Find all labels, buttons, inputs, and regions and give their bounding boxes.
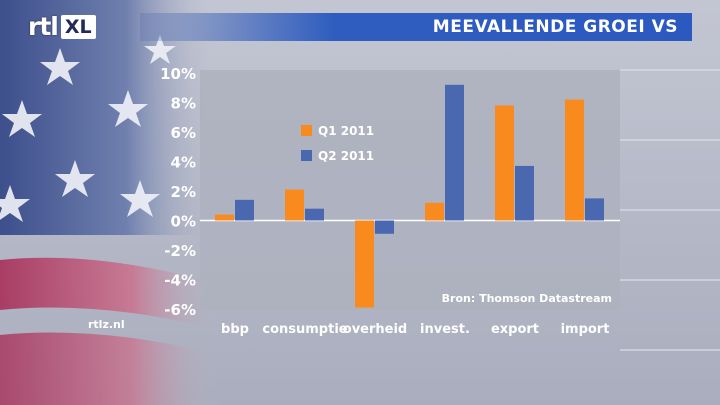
website-label: rtlz.nl: [88, 318, 125, 331]
bar-import-q1: [565, 99, 584, 221]
title-bar: MEEVALLENDE GROEI VS: [140, 13, 692, 41]
y-tick-label: 0%: [171, 213, 196, 231]
x-tick-label: bbp: [221, 322, 249, 337]
legend-label-q1: Q1 2011: [318, 124, 374, 138]
bar-consumptie-q2: [305, 208, 324, 221]
y-tick-label: -2%: [164, 242, 196, 260]
logo-rtl-text: rtl: [28, 12, 59, 41]
y-tick-label: 8%: [171, 95, 196, 113]
page-title: MEEVALLENDE GROEI VS: [432, 17, 678, 37]
x-tick-label: export: [491, 322, 539, 337]
legend: Q1 2011 Q2 2011: [301, 124, 374, 163]
legend-label-q2: Q2 2011: [318, 149, 374, 163]
x-tick-label: overheid: [343, 322, 407, 337]
x-tick-label: invest.: [420, 322, 470, 337]
y-tick-label: 4%: [171, 154, 196, 172]
x-tick-label: import: [561, 322, 610, 337]
y-tick-label: -4%: [164, 272, 196, 290]
bar-invest-q2: [445, 84, 464, 221]
y-tick-label: 10%: [160, 65, 196, 83]
bar-bbp-q2: [235, 199, 254, 221]
legend-swatch-q1: [301, 125, 312, 136]
rtlz-logo: rtl XL: [28, 13, 96, 41]
y-tick-label: 6%: [171, 124, 196, 142]
logo-xl-text: XL: [60, 15, 96, 39]
bar-import-q2: [585, 198, 604, 221]
bar-export-q2: [515, 165, 534, 221]
bar-overheid-q1: [355, 220, 374, 308]
bar-export-q1: [495, 105, 514, 221]
bar-bbp-q1: [215, 214, 234, 221]
x-tick-label: consumptie: [262, 322, 347, 337]
y-tick-label: 2%: [171, 183, 196, 201]
plot-area: [200, 70, 620, 310]
y-tick-label: -6%: [164, 301, 196, 319]
bar-overheid-q2: [375, 220, 394, 234]
bar-invest-q1: [425, 202, 444, 221]
legend-swatch-q2: [301, 150, 312, 161]
source-note: Bron: Thomson Datastream: [442, 292, 612, 305]
bar-consumptie-q1: [285, 189, 304, 221]
